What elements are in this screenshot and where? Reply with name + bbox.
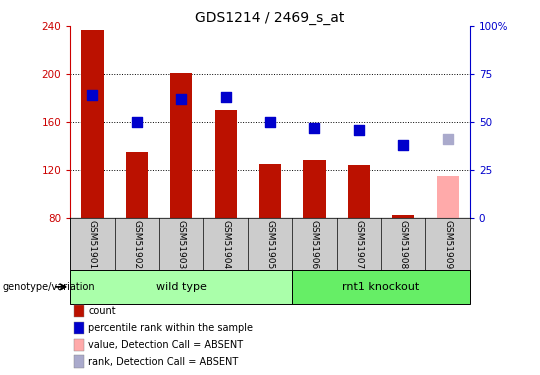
Bar: [126, 152, 148, 217]
Bar: [74, 339, 84, 351]
Text: count: count: [88, 306, 116, 316]
Bar: [259, 164, 281, 218]
Text: wild type: wild type: [156, 282, 207, 292]
Point: [177, 96, 186, 102]
Text: GSM51902: GSM51902: [132, 220, 141, 269]
Bar: [82, 30, 104, 217]
Bar: [74, 305, 84, 317]
Point: [354, 126, 363, 132]
Text: genotype/variation: genotype/variation: [3, 282, 96, 292]
Text: GSM51907: GSM51907: [354, 220, 363, 269]
Bar: [214, 110, 237, 218]
Point: [443, 136, 452, 142]
Text: percentile rank within the sample: percentile rank within the sample: [88, 323, 253, 333]
Point: [266, 119, 274, 125]
Bar: [170, 73, 192, 217]
Text: rank, Detection Call = ABSENT: rank, Detection Call = ABSENT: [88, 357, 239, 366]
Bar: [392, 215, 414, 217]
Point: [399, 142, 408, 148]
Point: [221, 94, 230, 100]
Title: GDS1214 / 2469_s_at: GDS1214 / 2469_s_at: [195, 11, 345, 25]
Text: GSM51908: GSM51908: [399, 220, 408, 269]
Bar: [74, 322, 84, 334]
Text: value, Detection Call = ABSENT: value, Detection Call = ABSENT: [88, 340, 244, 350]
Bar: [348, 165, 370, 218]
Bar: [436, 176, 458, 217]
Text: GSM51904: GSM51904: [221, 220, 230, 269]
Text: GSM51905: GSM51905: [266, 220, 274, 269]
Bar: [74, 356, 84, 368]
Text: rnt1 knockout: rnt1 knockout: [342, 282, 420, 292]
Point: [132, 119, 141, 125]
Bar: [292, 270, 470, 304]
Text: GSM51901: GSM51901: [88, 220, 97, 269]
Point: [88, 92, 97, 98]
Text: GSM51906: GSM51906: [310, 220, 319, 269]
Text: GSM51903: GSM51903: [177, 220, 186, 269]
Point: [310, 124, 319, 130]
Bar: [303, 160, 326, 218]
Bar: [70, 270, 292, 304]
Text: GSM51909: GSM51909: [443, 220, 452, 269]
